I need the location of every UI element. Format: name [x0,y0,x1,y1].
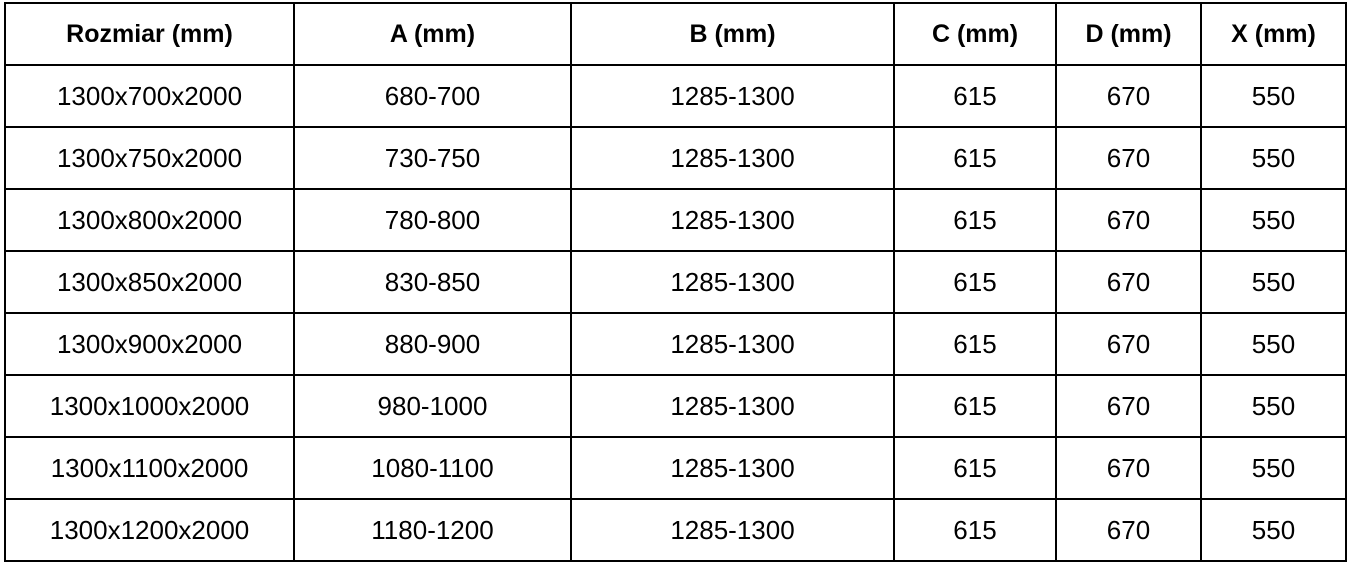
table-row: 1300x1200x2000 1180-1200 1285-1300 615 670 55… [4,498,1347,562]
cell-c: 615 [893,64,1057,128]
header-row: Rozmiar (mm) A (mm) B (mm) C (mm) D (mm) X (m… [4,2,1347,66]
cell-d: 670 [1055,126,1202,190]
cell-x: 550 [1200,498,1347,562]
column-header-a: A (mm) [293,2,572,66]
cell-x: 550 [1200,126,1347,190]
cell-d: 670 [1055,498,1202,562]
table-row: 1300x1000x2000 980-1000 1285-1300 615 670 550 [4,374,1347,438]
cell-c: 615 [893,436,1057,500]
cell-size: 1300x750x2000 [4,126,295,190]
column-header-c: C (mm) [893,2,1057,66]
cell-c: 615 [893,188,1057,252]
cell-b: 1285-1300 [570,436,895,500]
cell-a: 680-700 [293,64,572,128]
cell-a: 830-850 [293,250,572,314]
cell-size: 1300x700x2000 [4,64,295,128]
cell-d: 670 [1055,374,1202,438]
cell-x: 550 [1200,312,1347,376]
cell-a: 980-1000 [293,374,572,438]
cell-b: 1285-1300 [570,64,895,128]
cell-c: 615 [893,126,1057,190]
cell-size: 1300x1000x2000 [4,374,295,438]
cell-b: 1285-1300 [570,188,895,252]
column-header-size: Rozmiar (mm) [4,2,295,66]
column-header-b: B (mm) [570,2,895,66]
cell-a: 880-900 [293,312,572,376]
cell-b: 1285-1300 [570,498,895,562]
table-row: 1300x750x2000 730-750 1285-1300 615 670 550 [4,126,1347,190]
cell-size: 1300x1100x2000 [4,436,295,500]
cell-a: 730-750 [293,126,572,190]
cell-d: 670 [1055,188,1202,252]
table-row: 1300x900x2000 880-900 1285-1300 615 670 550 [4,312,1347,376]
cell-a: 780-800 [293,188,572,252]
table-row: 1300x1100x2000 1080-1100 1285-1300 615 670 55… [4,436,1347,500]
cell-c: 615 [893,498,1057,562]
cell-x: 550 [1200,374,1347,438]
table-row: 1300x700x2000 680-700 1285-1300 615 670 550 [4,64,1347,128]
cell-c: 615 [893,250,1057,314]
cell-d: 670 [1055,312,1202,376]
table-row: 1300x800x2000 780-800 1285-1300 615 670 550 [4,188,1347,252]
cell-size: 1300x1200x2000 [4,498,295,562]
cell-size: 1300x900x2000 [4,312,295,376]
cell-a: 1080-1100 [293,436,572,500]
table-row: 1300x850x2000 830-850 1285-1300 615 670 550 [4,250,1347,314]
cell-d: 670 [1055,64,1202,128]
column-header-x: X (mm) [1200,2,1347,66]
cell-x: 550 [1200,436,1347,500]
cell-d: 670 [1055,436,1202,500]
column-header-d: D (mm) [1055,2,1202,66]
cell-x: 550 [1200,250,1347,314]
cell-x: 550 [1200,188,1347,252]
cell-b: 1285-1300 [570,312,895,376]
cell-x: 550 [1200,64,1347,128]
cell-c: 615 [893,374,1057,438]
cell-b: 1285-1300 [570,126,895,190]
cell-d: 670 [1055,250,1202,314]
cell-c: 615 [893,312,1057,376]
cell-a: 1180-1200 [293,498,572,562]
cell-size: 1300x800x2000 [4,188,295,252]
cell-b: 1285-1300 [570,250,895,314]
cell-b: 1285-1300 [570,374,895,438]
cell-size: 1300x850x2000 [4,250,295,314]
dimensions-table: Rozmiar (mm) A (mm) B (mm) C (mm) D (mm) X (m… [4,2,1347,562]
